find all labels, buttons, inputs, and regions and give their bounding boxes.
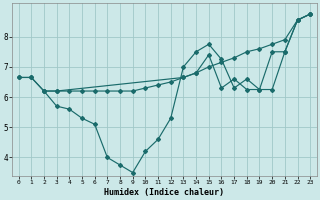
X-axis label: Humidex (Indice chaleur): Humidex (Indice chaleur) <box>104 188 224 197</box>
